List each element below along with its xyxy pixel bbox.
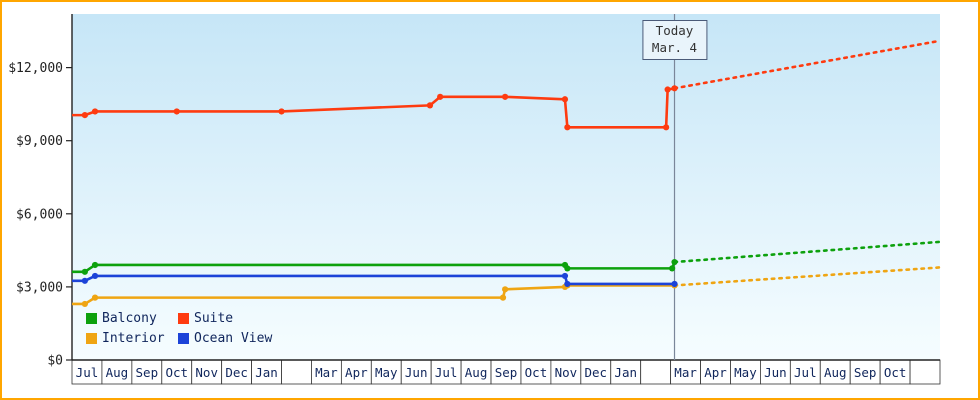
month-cell bbox=[251, 359, 282, 385]
data-point-suite bbox=[426, 102, 434, 109]
suite-swatch-icon bbox=[178, 313, 189, 324]
data-point-suite bbox=[437, 93, 444, 100]
data-point-suite bbox=[664, 86, 671, 93]
month-label: Oct bbox=[884, 365, 907, 380]
legend-label-interior: Interior bbox=[102, 331, 165, 346]
month-label: Mar bbox=[315, 365, 338, 380]
month-label: Sep bbox=[495, 365, 518, 380]
today-annotation-date: Mar. 4 bbox=[651, 39, 698, 55]
data-point-ocean-view bbox=[81, 277, 88, 284]
month-label: Dec bbox=[585, 365, 608, 380]
data-point-suite bbox=[561, 96, 569, 103]
legend-item-balcony: Balcony bbox=[86, 311, 178, 326]
month-cell bbox=[460, 359, 492, 385]
legend-label-balcony: Balcony bbox=[102, 311, 157, 326]
data-point-interior bbox=[502, 286, 509, 293]
month-cell bbox=[730, 359, 761, 385]
data-point-suite bbox=[671, 85, 678, 92]
data-point-ocean-view bbox=[561, 272, 569, 280]
data-point-suite bbox=[502, 93, 509, 100]
data-point-ocean-view bbox=[91, 272, 99, 280]
month-label: Jul bbox=[435, 365, 458, 380]
month-label: Mar bbox=[674, 365, 697, 380]
month-label: Jun bbox=[405, 365, 428, 380]
month-label: Nov bbox=[555, 365, 578, 380]
series-forecast-suite bbox=[673, 39, 942, 90]
data-point-ocean-view bbox=[671, 280, 678, 288]
month-label: Sep bbox=[854, 365, 877, 380]
month-cell bbox=[311, 359, 342, 385]
month-cell bbox=[550, 359, 582, 385]
plot-background bbox=[72, 14, 940, 360]
month-label: May bbox=[734, 365, 757, 380]
y-tick-label: $12,000 bbox=[8, 61, 63, 76]
month-label: Sep bbox=[136, 365, 159, 380]
data-point-interior bbox=[499, 294, 507, 301]
month-cell bbox=[71, 359, 103, 385]
data-point-balcony bbox=[671, 258, 678, 266]
data-point-suite bbox=[278, 108, 285, 115]
month-label: Aug bbox=[106, 365, 129, 380]
month-label: Jan bbox=[255, 365, 278, 380]
y-tick-label: $6,000 bbox=[16, 207, 63, 222]
ocean-view-swatch-icon bbox=[178, 333, 189, 344]
month-label: Aug bbox=[465, 365, 488, 380]
data-point-ocean-view bbox=[564, 280, 571, 288]
month-label: Oct bbox=[165, 365, 188, 380]
legend: Balcony Suite Interior Ocean View bbox=[86, 311, 272, 346]
y-tick-label: $9,000 bbox=[16, 134, 63, 149]
legend-label-ocean-view: Ocean View bbox=[194, 331, 273, 346]
today-annotation: Today Mar. 4 bbox=[641, 20, 708, 60]
data-point-suite bbox=[91, 108, 99, 115]
month-cell bbox=[131, 359, 163, 385]
month-label: Dec bbox=[225, 365, 248, 380]
month-cell bbox=[610, 359, 642, 385]
month-cell bbox=[909, 359, 941, 385]
interior-swatch-icon bbox=[86, 333, 97, 344]
y-tick-label: $3,000 bbox=[16, 280, 63, 295]
data-point-interior bbox=[91, 294, 99, 301]
legend-label-suite: Suite bbox=[194, 311, 234, 326]
month-label: May bbox=[375, 365, 398, 380]
month-label: Apr bbox=[345, 365, 368, 380]
month-label: Apr bbox=[704, 365, 727, 380]
month-label: Jan bbox=[614, 365, 637, 380]
today-annotation-title: Today bbox=[655, 23, 694, 38]
data-point-suite bbox=[564, 124, 571, 131]
legend-item-suite: Suite bbox=[178, 311, 272, 326]
data-point-suite bbox=[173, 108, 180, 115]
month-cell bbox=[849, 359, 881, 385]
month-label: Jul bbox=[794, 365, 817, 380]
data-point-suite bbox=[663, 124, 670, 131]
series-forecast-balcony bbox=[673, 240, 942, 264]
month-label: Aug bbox=[824, 365, 847, 380]
balcony-swatch-icon bbox=[86, 313, 97, 324]
month-cell bbox=[340, 359, 372, 385]
month-label: Nov bbox=[195, 365, 218, 380]
month-cell bbox=[580, 359, 612, 385]
month-cell bbox=[281, 359, 312, 385]
month-label: Oct bbox=[525, 365, 548, 380]
month-label: Jun bbox=[764, 365, 787, 380]
legend-item-ocean-view: Ocean View bbox=[178, 331, 272, 346]
y-tick-label: $0 bbox=[47, 354, 63, 369]
month-cell bbox=[640, 359, 672, 385]
data-point-balcony bbox=[81, 268, 88, 275]
month-cell bbox=[760, 359, 791, 385]
legend-item-interior: Interior bbox=[86, 331, 178, 346]
data-point-balcony bbox=[564, 265, 571, 272]
data-point-balcony bbox=[91, 261, 99, 269]
data-point-balcony bbox=[669, 265, 676, 272]
series-forecast-interior bbox=[673, 266, 942, 287]
month-label: Jul bbox=[76, 365, 99, 380]
data-point-suite bbox=[81, 112, 88, 119]
data-point-interior bbox=[81, 300, 88, 308]
